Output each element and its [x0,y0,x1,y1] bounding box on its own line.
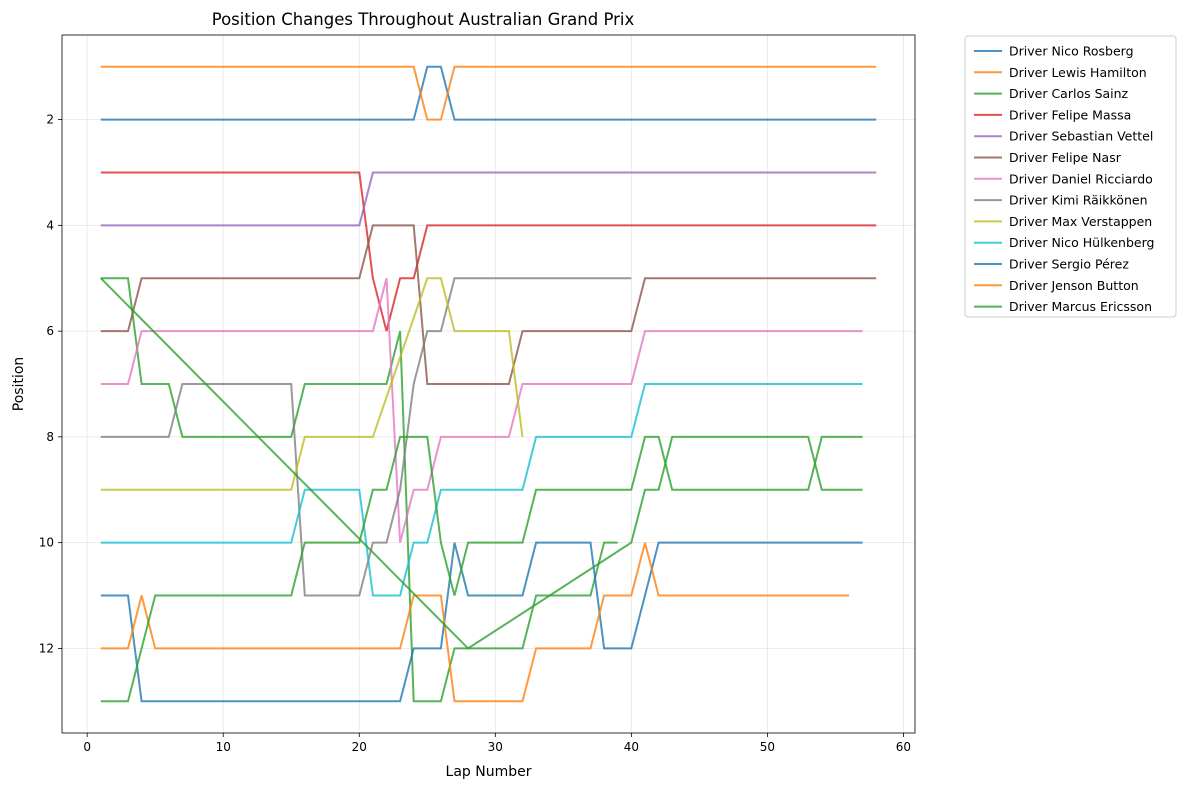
series-line-9 [100,383,863,597]
x-tick-label: 20 [352,740,367,754]
x-axis: 0 10 20 30 40 50 60 [83,733,911,754]
legend-label: Driver Felipe Nasr [1009,150,1122,165]
legend-label: Driver Max Verstappen [1009,214,1152,229]
series-line-11 [100,542,849,703]
legend-frame [964,35,1177,318]
series-line-8 [100,277,524,491]
legend-label: Driver Carlos Sainz [1009,86,1129,101]
legend-label: Driver Lewis Hamilton [1009,65,1147,80]
series-layer [100,65,877,703]
y-axis: 2 4 6 8 10 12 [39,113,62,655]
x-tick-label: 30 [488,740,503,754]
y-tick-label: 10 [39,536,54,550]
legend-label: Driver Felipe Massa [1009,107,1131,122]
legend-label: Driver Nico Hülkenberg [1009,235,1154,250]
x-tick-label: 50 [760,740,775,754]
x-axis-label: Lap Number [446,764,532,780]
series-line-10 [100,541,863,703]
chart-title: Position Changes Throughout Australian G… [212,10,635,29]
y-axis-label: Position [11,357,27,412]
legend-label: Driver Marcus Ericsson [1009,299,1152,314]
y-tick-label: 8 [46,430,54,444]
legend-label: Driver Nico Rosberg [1009,44,1134,59]
legend-label: Driver Daniel Ricciardo [1009,171,1153,186]
series-line-7 [100,277,632,597]
y-tick-label: 2 [46,113,54,127]
plot-frame [61,34,916,734]
series-line-6 [100,277,863,543]
series-line-5 [100,224,877,385]
y-tick-label: 6 [46,324,54,338]
legend-label: Driver Kimi Räikkönen [1009,193,1148,208]
series-line-4 [100,171,877,227]
x-tick-label: 40 [624,740,639,754]
y-tick-label: 4 [46,218,54,232]
series-line-13 [100,277,863,650]
y-tick-label: 12 [39,641,54,655]
x-tick-label: 60 [896,740,911,754]
series-line-12 [100,435,863,703]
legend: Driver Nico Rosberg Driver Lewis Hamilton… [964,35,1177,318]
series-line-3 [100,171,877,332]
legend-label: Driver Sergio Pérez [1009,257,1129,272]
series-line-1 [100,65,877,121]
x-tick-label: 10 [216,740,231,754]
series-line-0 [100,65,877,121]
x-tick-label: 0 [83,740,91,754]
legend-label: Driver Jenson Button [1009,278,1139,293]
legend-label: Driver Sebastian Vettel [1009,129,1153,144]
